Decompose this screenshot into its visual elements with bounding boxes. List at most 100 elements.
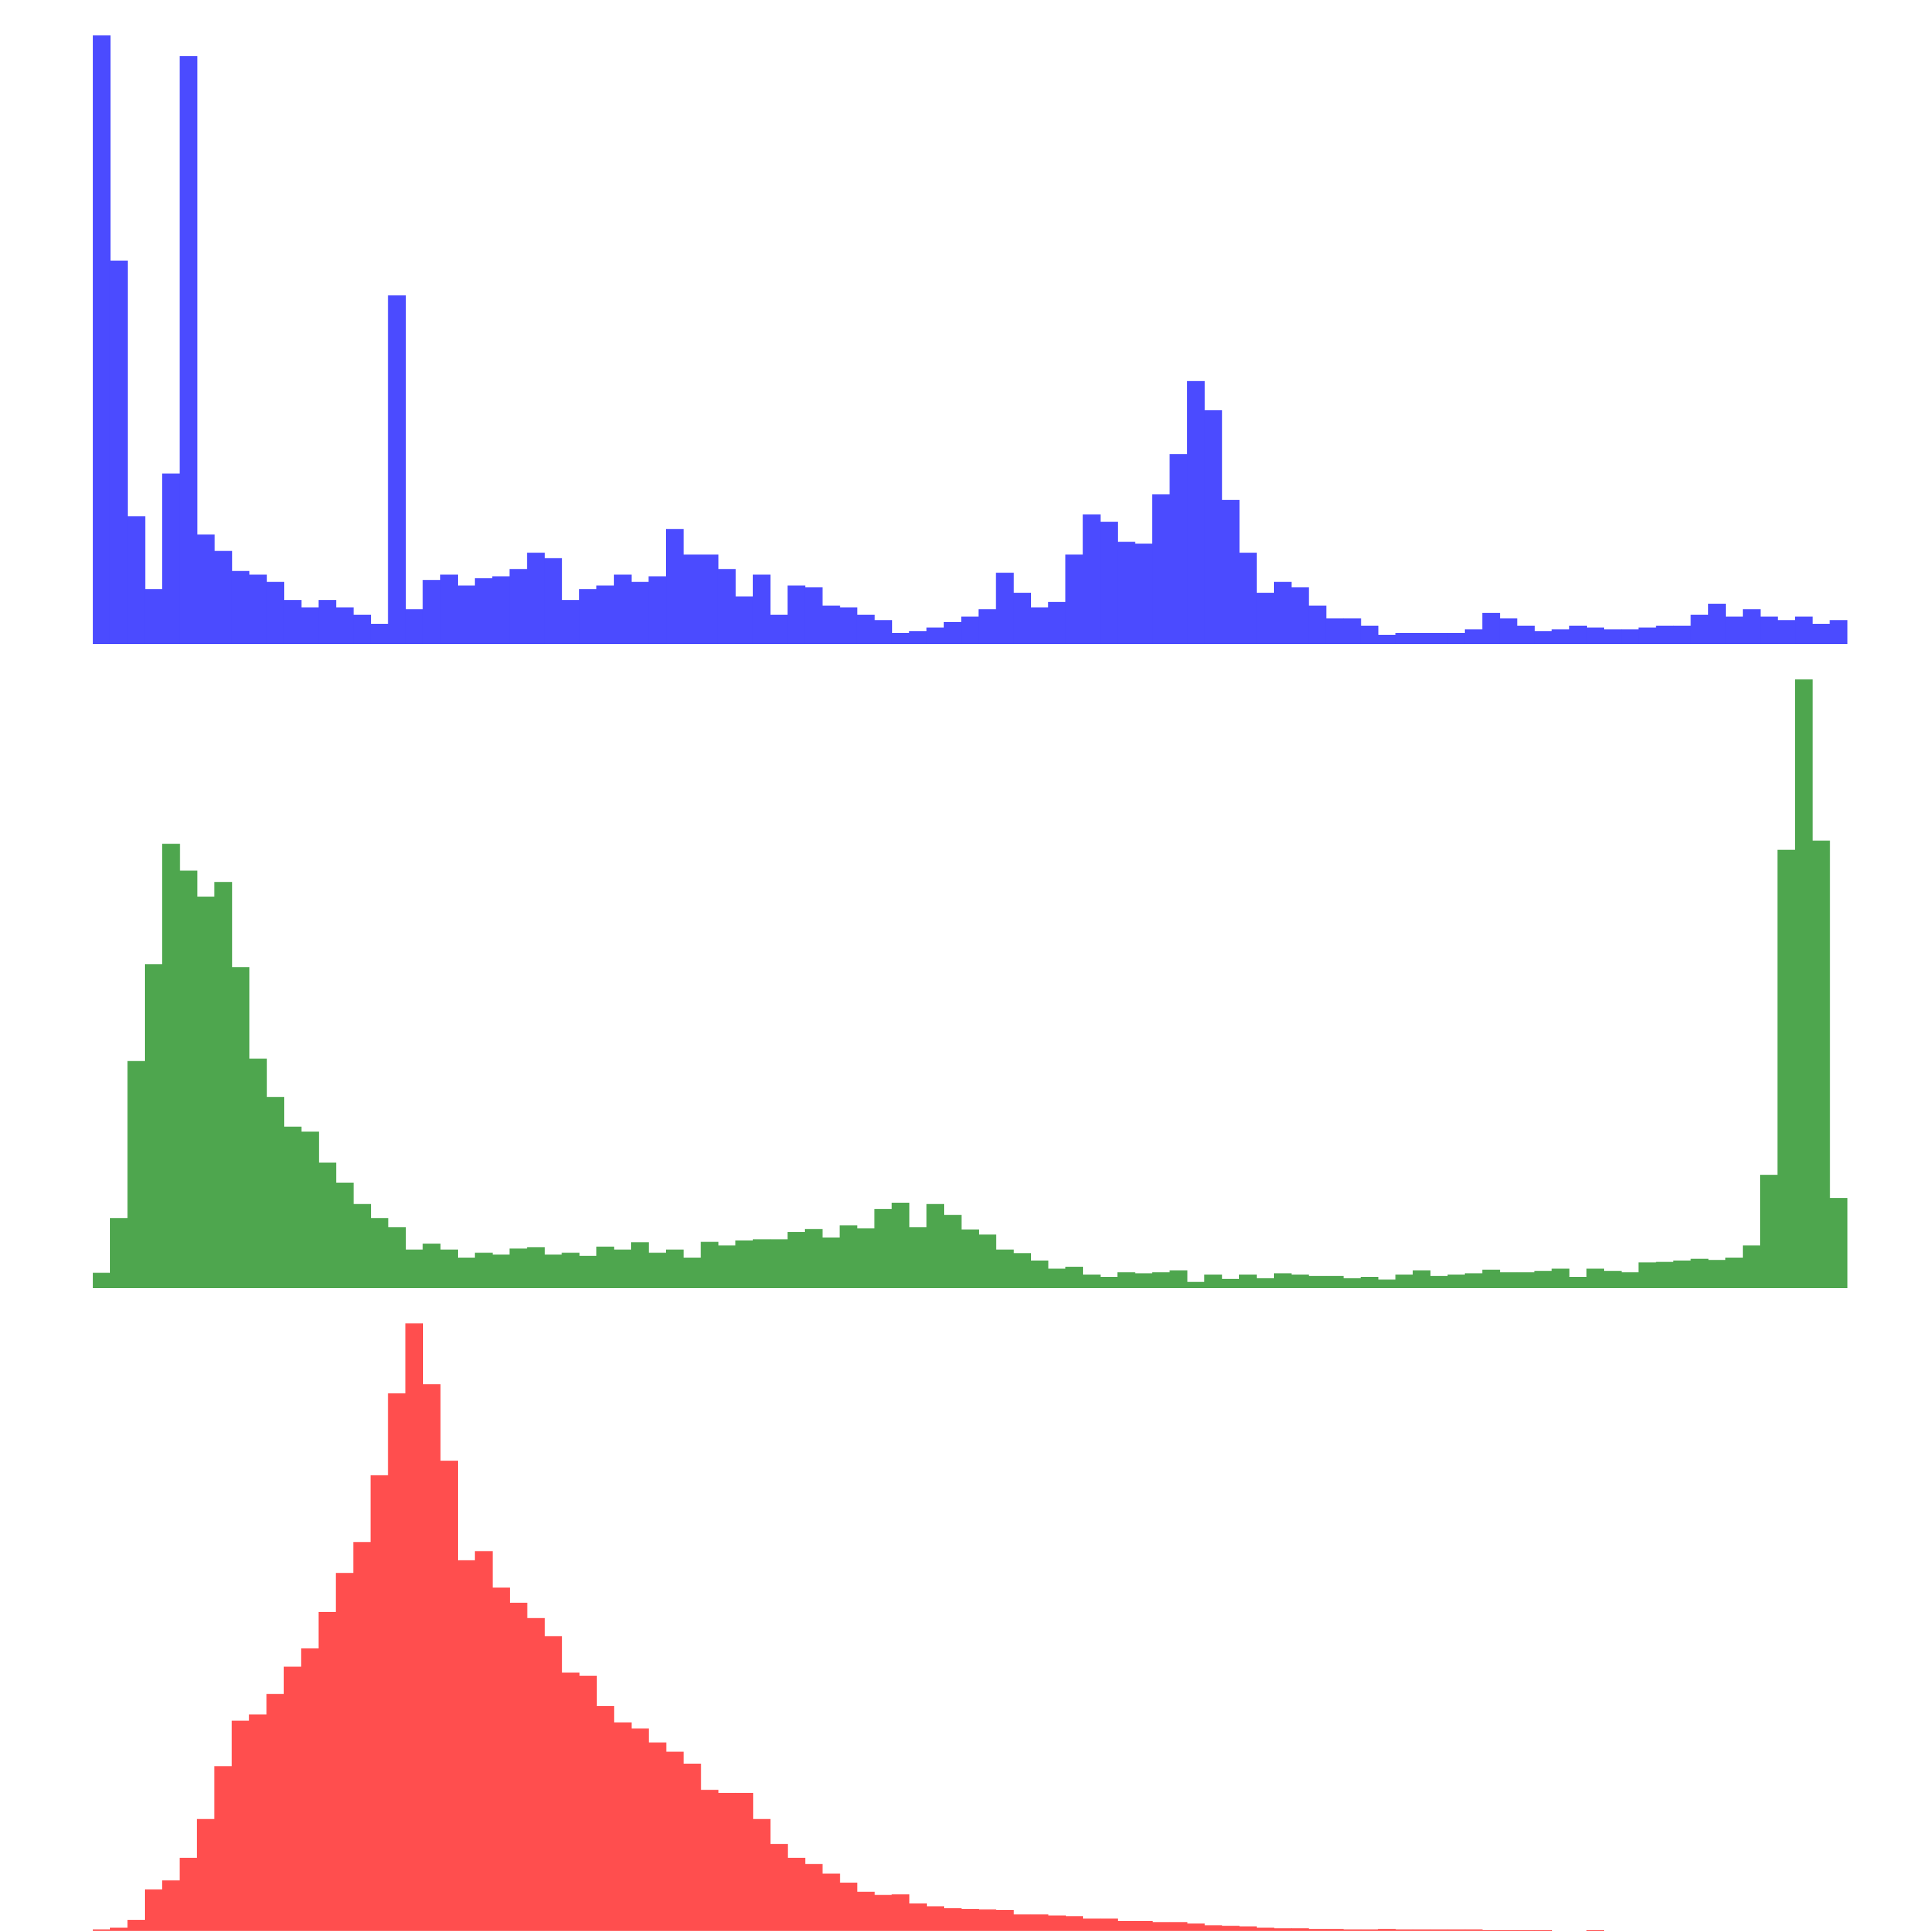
- green-bar: [649, 1253, 667, 1288]
- blue-bar: [1135, 544, 1153, 645]
- red-bar: [1100, 1918, 1118, 1931]
- blue-bar: [1065, 554, 1083, 644]
- red-bar: [162, 1880, 180, 1931]
- blue-bar: [1447, 632, 1466, 644]
- red-bar: [666, 1751, 684, 1931]
- green-bar: [1430, 1276, 1448, 1288]
- blue-bar: [492, 576, 510, 644]
- red-bar: [874, 1895, 893, 1931]
- green-bar: [909, 1227, 927, 1288]
- blue-bar: [1222, 500, 1240, 644]
- blue-bar: [926, 627, 945, 645]
- green-bar: [1325, 1276, 1344, 1288]
- green-bar: [1343, 1278, 1361, 1288]
- green-bar: [162, 844, 180, 1288]
- green-bar: [717, 1245, 736, 1288]
- blue-bar: [196, 534, 215, 644]
- blue-bar: [1517, 625, 1535, 644]
- blue-bar: [943, 621, 962, 644]
- red-bar: [961, 1909, 980, 1931]
- blue-bar: [1760, 616, 1778, 644]
- red-bar: [1117, 1920, 1135, 1931]
- green-bar: [804, 1229, 823, 1289]
- green-bar: [1830, 1198, 1848, 1288]
- green-bar: [1135, 1273, 1153, 1288]
- red-bar: [804, 1864, 823, 1931]
- red-bar: [735, 1792, 753, 1931]
- blue-bar: [231, 571, 250, 644]
- blue-bar: [1430, 632, 1448, 644]
- green-bar: [1100, 1276, 1118, 1288]
- red-bar: [978, 1909, 997, 1931]
- green-bar: [787, 1232, 806, 1288]
- green-bar: [388, 1227, 406, 1288]
- red-bar: [249, 1714, 267, 1931]
- blue-bar: [1830, 620, 1848, 644]
- blue-bar: [857, 614, 875, 644]
- red-bar: [1152, 1922, 1170, 1931]
- blue-bar: [422, 580, 441, 644]
- blue-bar: [1204, 410, 1222, 644]
- blue-channel-histogram: [93, 35, 1848, 645]
- blue-bar: [1187, 381, 1205, 644]
- red-bar: [440, 1461, 458, 1931]
- blue-bar: [283, 600, 302, 644]
- red-bar: [1325, 1929, 1344, 1931]
- blue-bar: [1013, 592, 1031, 644]
- green-bar: [527, 1247, 545, 1288]
- red-bar: [1360, 1929, 1379, 1931]
- blue-bar: [804, 587, 823, 645]
- green-bar: [1222, 1278, 1240, 1288]
- blue-bar: [978, 609, 997, 644]
- green-bar: [1760, 1175, 1778, 1288]
- blue-bar: [1604, 629, 1622, 644]
- green-bar: [891, 1202, 910, 1288]
- red-bar: [787, 1857, 806, 1931]
- blue-bar: [1690, 614, 1709, 644]
- blue-bar: [457, 585, 475, 644]
- blue-bar: [318, 600, 337, 644]
- green-bar: [978, 1234, 997, 1288]
- blue-bar: [1343, 618, 1361, 644]
- red-bar: [370, 1475, 389, 1931]
- red-bar: [1291, 1928, 1309, 1931]
- red-bar: [196, 1819, 215, 1931]
- green-bar: [196, 896, 215, 1288]
- red-bar: [700, 1790, 719, 1931]
- green-bar: [1395, 1274, 1414, 1288]
- green-bar: [596, 1246, 614, 1288]
- blue-bar: [1395, 632, 1414, 644]
- red-bar: [717, 1792, 736, 1931]
- red-bar: [1482, 1930, 1501, 1931]
- red-bar: [1412, 1929, 1431, 1931]
- green-bar: [1534, 1271, 1553, 1288]
- green-bar: [1030, 1260, 1048, 1288]
- green-bar: [1256, 1278, 1274, 1288]
- blue-bar: [109, 260, 128, 644]
- green-bar: [109, 1218, 128, 1289]
- green-bar: [1656, 1262, 1674, 1288]
- blue-bar: [1638, 627, 1656, 645]
- red-bar: [614, 1722, 632, 1931]
- green-bar: [1117, 1272, 1135, 1288]
- red-bar: [1048, 1915, 1066, 1931]
- green-bar: [492, 1255, 510, 1289]
- red-bar: [683, 1763, 701, 1931]
- green-bar: [1152, 1272, 1170, 1288]
- red-bar: [943, 1908, 962, 1931]
- green-bar: [666, 1249, 684, 1288]
- blue-bar: [770, 614, 788, 644]
- blue-bar: [1743, 609, 1761, 644]
- green-bar: [1517, 1272, 1535, 1288]
- red-bar: [752, 1819, 771, 1931]
- green-bar: [1638, 1262, 1656, 1288]
- blue-bar: [1795, 616, 1813, 644]
- blue-bar: [353, 614, 372, 644]
- green-bar: [562, 1253, 580, 1288]
- blue-bar: [179, 56, 198, 644]
- blue-bar: [388, 295, 406, 644]
- blue-bar: [1812, 623, 1830, 645]
- blue-bar: [475, 578, 493, 644]
- blue-bar: [839, 607, 858, 644]
- green-bar: [1378, 1279, 1396, 1288]
